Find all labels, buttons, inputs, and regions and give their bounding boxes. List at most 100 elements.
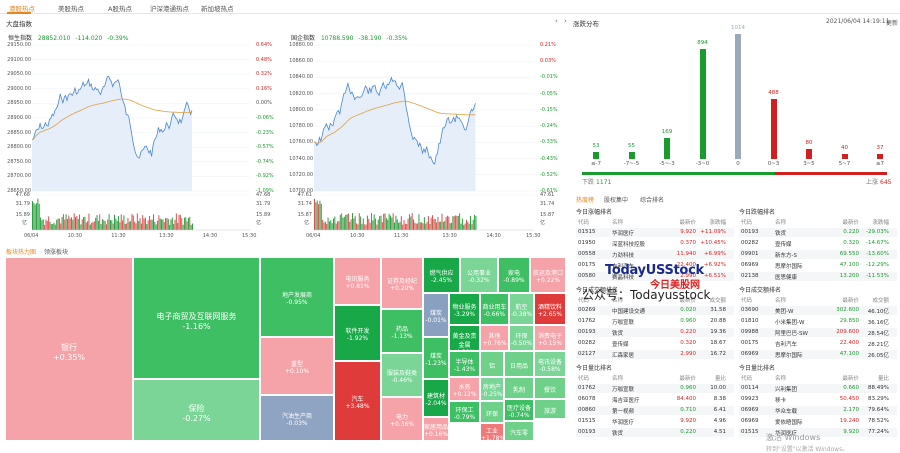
heatmap-tile[interactable]: 燃气供应 -2.45% bbox=[423, 257, 460, 293]
tab-overall-rank[interactable]: 综合排名 bbox=[640, 197, 665, 204]
hscei-vol-label: 31.74 bbox=[540, 201, 555, 207]
heatmap-tile[interactable]: 黄金及贵金属-4.50% bbox=[449, 325, 480, 351]
table-row[interactable] bbox=[576, 406, 734, 415]
heatmap-tile[interactable]: 汽车 +3.48% bbox=[334, 361, 381, 441]
table-row[interactable] bbox=[576, 350, 734, 359]
heatmap-tile[interactable]: 重型 +0.10% bbox=[260, 337, 334, 395]
table-cell: 19.36 bbox=[710, 329, 726, 335]
heatmap-tile[interactable]: 环保工 -0.79% bbox=[449, 401, 480, 423]
table-row[interactable] bbox=[739, 228, 897, 237]
hscei-volume-bar bbox=[456, 215, 458, 230]
heatmap-tile[interactable]: 医疗设备 -0.74% bbox=[504, 399, 534, 421]
table-row[interactable] bbox=[739, 384, 897, 393]
heatmap-tile[interactable]: 药品 -1.13% bbox=[381, 309, 423, 353]
table-row[interactable] bbox=[739, 328, 897, 337]
table-cell: 26.05亿 bbox=[867, 353, 889, 359]
heatmap-tile[interactable]: 汽车零 bbox=[504, 421, 534, 441]
hsi-volume-bar bbox=[151, 219, 153, 230]
tab-a-hot[interactable]: A股热点 bbox=[108, 5, 132, 13]
table-cell: 阿里巴巴-SW bbox=[775, 331, 808, 337]
heatmap-tile[interactable]: 煤炭 -0.01% bbox=[423, 293, 449, 337]
table-row[interactable] bbox=[576, 306, 734, 315]
hsi-y-label: 29150.00 bbox=[7, 42, 31, 48]
heatmap-tile[interactable]: 房地产 -0.25% bbox=[480, 377, 504, 401]
heatmap-tile[interactable]: 工业 +1.78% bbox=[480, 423, 504, 441]
heatmap-tile-pct: +2.65% bbox=[537, 311, 563, 318]
table-row[interactable] bbox=[576, 428, 734, 437]
heatmap-tile[interactable]: 日用品 bbox=[504, 351, 534, 377]
heatmap-tile[interactable]: 水务 +0.12% bbox=[449, 377, 480, 401]
table-row[interactable] bbox=[739, 250, 897, 259]
heatmap-tile[interactable]: 地产发展商 -0.95% bbox=[260, 257, 334, 337]
heatmap-tile[interactable]: 航空 -0.38% bbox=[509, 293, 534, 325]
heatmap-tile[interactable]: 服装及鞋类 -0.46% bbox=[381, 353, 423, 397]
table-cell: 00282 bbox=[741, 240, 759, 246]
heatmap-tile[interactable]: 半导体 -1.43% bbox=[449, 351, 480, 377]
table-cell: 美团-W bbox=[775, 309, 794, 315]
tab-sector-heatmap[interactable]: 板块热力图 bbox=[6, 249, 37, 256]
table-row[interactable] bbox=[576, 250, 734, 259]
heatmap-tile[interactable]: 家电 -0.89% bbox=[498, 257, 530, 293]
table-cell: 302.600 bbox=[836, 307, 859, 313]
tab-hk-hot[interactable]: 港股热点 bbox=[9, 5, 35, 13]
tab-equity-concentration[interactable]: 股权集中 bbox=[604, 197, 629, 204]
heatmap-tile-name: 环保 bbox=[485, 411, 498, 418]
tab-leading-sectors[interactable]: 领涨板块 bbox=[44, 249, 69, 256]
heatmap-tile[interactable]: 消费电子 +0.15% bbox=[534, 325, 566, 351]
hsi-volume-bar bbox=[96, 215, 98, 230]
heatmap-tile[interactable]: 其他 +0.76% bbox=[480, 325, 509, 351]
heatmap-tile[interactable]: 软件开发 -1.92% bbox=[334, 305, 381, 361]
os-activation-notice: 激活 Windows bbox=[766, 433, 821, 442]
heatmap-tile[interactable]: 餐饮 bbox=[534, 377, 566, 399]
tab-hot-rank[interactable]: 热度榜 bbox=[576, 197, 595, 204]
table-row[interactable] bbox=[576, 384, 734, 393]
heatmap-tile[interactable]: 汽油生产商 -0.03% bbox=[260, 395, 334, 441]
heatmap-tile[interactable]: 乳制 bbox=[504, 377, 534, 399]
heatmap-tile[interactable]: 物业服务 -3.29% bbox=[449, 293, 480, 325]
heatmap-tile[interactable]: 航运及港口 +0.22% bbox=[530, 257, 566, 293]
hsi-volume-bar bbox=[120, 214, 122, 230]
heatmap-tile[interactable]: 电讯设备 -0.58% bbox=[534, 351, 566, 377]
heatmap-tile[interactable]: 银行 +0.35% bbox=[5, 257, 133, 441]
table-cell: 吉利汽车 bbox=[612, 264, 635, 270]
heatmap-tile[interactable]: 公用事业 -0.32% bbox=[460, 257, 498, 293]
table-row[interactable] bbox=[739, 272, 897, 281]
heatmap-tile[interactable]: 环保 bbox=[480, 401, 504, 423]
refresh-button[interactable]: 更新 bbox=[886, 20, 899, 27]
hscei-volume-bar bbox=[365, 224, 367, 230]
heatmap-tile[interactable]: 商业用车 -0.66% bbox=[480, 293, 509, 325]
next-arrow-icon[interactable]: › bbox=[564, 17, 567, 25]
heatmap-tile[interactable]: 电力 +0.36% bbox=[381, 397, 423, 441]
table-row[interactable] bbox=[576, 228, 734, 237]
heatmap-tile-pct: -0.32% bbox=[468, 277, 490, 284]
heatmap-tile[interactable]: 证券及经纪 +0.20% bbox=[381, 257, 423, 309]
heatmap-tile[interactable]: 保险 -0.27% bbox=[133, 379, 260, 441]
prev-arrow-icon[interactable]: ‹ bbox=[555, 17, 558, 25]
table-row[interactable] bbox=[576, 328, 734, 337]
table-cell: -11.53% bbox=[866, 273, 889, 279]
heatmap-tile[interactable]: 家居用品 +0.16% bbox=[423, 417, 449, 441]
heatmap-tile[interactable]: 电讯服务 +0.81% bbox=[334, 257, 381, 305]
heatmap-tile[interactable]: 煤炭 -1.23% bbox=[423, 337, 449, 379]
table-row[interactable] bbox=[739, 428, 897, 437]
table-row[interactable] bbox=[739, 406, 897, 415]
hsi-volume-bar bbox=[140, 223, 142, 230]
table-row[interactable] bbox=[739, 306, 897, 315]
table-cell: 汇森家居 bbox=[612, 353, 635, 359]
heatmap-tile-name: 建筑材 bbox=[426, 393, 445, 400]
tab-us-hot[interactable]: 美股热点 bbox=[58, 5, 84, 13]
tab-connect-hot[interactable]: 沪深港通热点 bbox=[150, 5, 189, 13]
table-row[interactable] bbox=[739, 350, 897, 359]
distribution-label: -5~-3 bbox=[659, 161, 675, 167]
hscei-y-label: 10720.00 bbox=[289, 171, 313, 178]
heatmap-tile[interactable]: 酒精饮料 +2.65% bbox=[534, 293, 566, 325]
heatmap-tile[interactable]: 铝 bbox=[480, 351, 504, 377]
heatmap-tile[interactable]: 电子商贸及互联网服务 -1.16% bbox=[133, 257, 260, 379]
table-row[interactable] bbox=[576, 272, 734, 281]
hscei-volume-bar bbox=[345, 214, 347, 230]
heatmap-tile[interactable]: 建筑材 -2.04% bbox=[423, 379, 449, 417]
tab-sg-hot[interactable]: 新加坡热点 bbox=[201, 5, 234, 13]
table-cell: 22.400 bbox=[676, 262, 696, 268]
heatmap-tile[interactable]: 环保 -0.50% bbox=[509, 325, 534, 351]
heatmap-tile[interactable]: 旅游 bbox=[534, 399, 566, 419]
